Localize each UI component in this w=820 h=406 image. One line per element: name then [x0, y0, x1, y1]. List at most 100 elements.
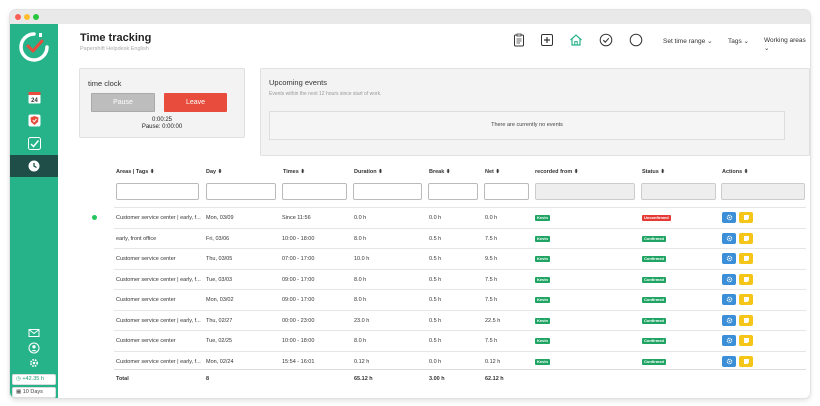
upcoming-events-subtitle: Events within the next 12 hours since st… [269, 91, 382, 97]
note-button[interactable] [739, 273, 753, 285]
note-button[interactable] [739, 212, 753, 223]
calendar-day: 24 [31, 98, 38, 104]
tags-dropdown[interactable]: Tags ⌄ [728, 37, 749, 45]
table-row[interactable]: Customer service center Mon, 03/02 09:00 -… [114, 289, 806, 310]
shield-icon [28, 114, 40, 126]
window-titlebar [10, 10, 810, 24]
user-icon[interactable] [28, 342, 40, 354]
filter-day-input[interactable] [206, 183, 276, 200]
note-button[interactable] [739, 294, 753, 305]
cell-break: 0.5 h [429, 317, 442, 324]
settings-button[interactable] [722, 335, 736, 346]
pause-button[interactable]: Pause [91, 93, 155, 112]
sidebar-item-calendar[interactable]: 24 [10, 86, 58, 108]
column-header-times[interactable]: Times ⬍ [283, 169, 305, 175]
filter-area-input[interactable] [116, 183, 199, 200]
settings-button[interactable] [722, 355, 736, 367]
home-icon[interactable] [569, 33, 583, 47]
column-header-day[interactable]: Day ⬍ [206, 169, 222, 175]
gear-icon [726, 276, 732, 282]
settings-button[interactable] [722, 294, 736, 305]
recorded-by-badge: Kevin [535, 358, 550, 365]
cell-net: 7.5 h [485, 276, 498, 283]
column-header-net[interactable]: Net ⬍ [485, 169, 500, 175]
gear-icon [726, 337, 732, 344]
filter-recorded-input[interactable] [535, 183, 635, 200]
tags-label: Tags [728, 38, 742, 45]
note-button[interactable] [739, 314, 753, 326]
settings-button[interactable] [722, 253, 736, 264]
table-row[interactable]: early, front office Fri, 03/06 10:00 - 18:… [114, 227, 806, 249]
column-header-status[interactable]: Status ⬍ [642, 169, 665, 175]
working-areas-dropdown[interactable]: Working areas ⌄ [764, 37, 810, 52]
column-header-actions: Actions ⬍ [722, 169, 748, 175]
leave-button[interactable]: Leave [164, 93, 227, 112]
gear-icon[interactable] [28, 357, 40, 369]
cell-times: 15:54 - 16:01 [282, 358, 315, 365]
minimize-window-button[interactable] [24, 14, 30, 20]
table-row[interactable]: Customer service center Thu, 03/05 07:00 -… [114, 248, 806, 269]
recorded-by-badge: Kevin [535, 276, 550, 283]
table-row[interactable]: Customer service center | early, f... Mon… [114, 350, 806, 372]
filter-duration-input[interactable] [353, 183, 422, 200]
column-header-duration[interactable]: Duration ⬍ [354, 169, 383, 175]
app-logo-icon[interactable] [17, 30, 51, 64]
settings-button[interactable] [722, 273, 736, 285]
filter-actions-input[interactable] [721, 183, 805, 200]
sidebar-item-absences[interactable] [10, 109, 58, 131]
recorded-by-badge: Kevin [535, 235, 550, 242]
sort-icon: ⬍ [300, 169, 305, 175]
table-row[interactable]: Customer service center Tue, 02/25 10:00 -… [114, 330, 806, 351]
elapsed-time: 0:00:25 [151, 117, 173, 123]
filter-times-input[interactable] [282, 183, 347, 200]
gear-icon [726, 358, 732, 364]
page-subtitle: Papershift Helpdesk English [80, 46, 149, 52]
sort-icon: ⬍ [445, 169, 451, 175]
cell-duration: 8.0 h [354, 276, 367, 283]
table-row[interactable]: Customer service center | early, f... Mon… [114, 207, 806, 228]
upcoming-events-title: Upcoming events [269, 78, 327, 87]
cell-area: Customer service center [116, 297, 176, 303]
column-label: Areas | Tags [116, 169, 149, 175]
note-button[interactable] [739, 232, 753, 244]
column-header-area[interactable]: Areas | Tags ⬍ [116, 169, 154, 175]
mail-icon[interactable] [28, 327, 40, 339]
cell-duration: 8.0 h [354, 297, 367, 303]
cell-duration: 8.0 h [354, 338, 367, 344]
settings-button[interactable] [722, 232, 736, 244]
circle-icon[interactable] [629, 33, 643, 47]
settings-button[interactable] [722, 212, 736, 223]
note-button[interactable] [739, 253, 753, 264]
add-entry-icon[interactable] [540, 33, 554, 47]
table-row[interactable]: Customer service center | early, f... Thu… [114, 309, 806, 331]
column-header-recorded[interactable]: recorded from ⬍ [535, 169, 578, 175]
filter-net-input[interactable] [484, 183, 529, 200]
check-circle-icon[interactable] [599, 33, 613, 47]
cell-day: Mon, 03/09 [206, 215, 234, 221]
note-button[interactable] [739, 355, 753, 367]
cell-area: Customer service center | early, f... [116, 276, 201, 283]
filter-status-input[interactable] [641, 183, 716, 200]
sidebar-item-tasks[interactable] [10, 132, 58, 154]
sidebar-item-time-tracking[interactable] [10, 155, 58, 177]
column-header-break[interactable]: Break ⬍ [429, 169, 450, 175]
time-range-dropdown[interactable]: Set time range ⌄ [663, 37, 713, 45]
main-content: Time tracking Papershift Helpdesk Englis… [58, 24, 810, 398]
recorded-by-badge: Kevin [535, 317, 550, 324]
note-icon [743, 358, 749, 364]
sidebar: 24 [10, 24, 58, 398]
days-badge: ▦ 10 Days [12, 387, 56, 398]
close-window-button[interactable] [15, 14, 21, 20]
clipboard-icon[interactable] [512, 33, 526, 47]
note-icon [743, 256, 749, 261]
settings-button[interactable] [722, 314, 736, 326]
column-label: Net [485, 169, 494, 175]
gear-icon [726, 296, 732, 303]
sort-icon: ⬍ [149, 169, 155, 175]
note-button[interactable] [739, 335, 753, 346]
maximize-window-button[interactable] [33, 14, 39, 20]
table-row[interactable]: Customer service center | early, f... Tue… [114, 268, 806, 290]
gear-icon [726, 214, 732, 221]
filter-break-input[interactable] [428, 183, 478, 200]
column-label: Times [283, 169, 299, 175]
